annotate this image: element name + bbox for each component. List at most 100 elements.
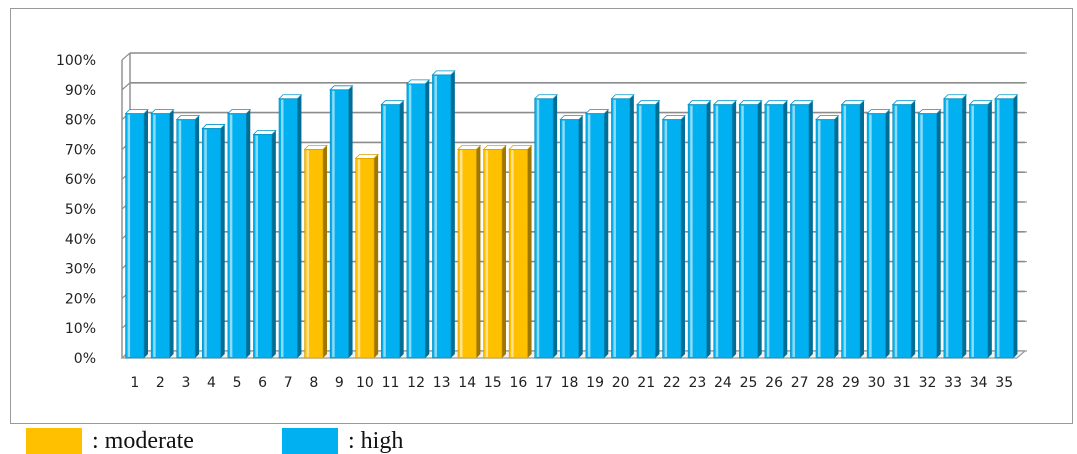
bar-5: [226, 109, 252, 359]
x-tick-label: 12: [407, 375, 425, 391]
bar-top: [636, 100, 661, 106]
bar-front: [764, 104, 784, 359]
bar-top: [201, 124, 226, 129]
bar-22: [661, 115, 686, 359]
bar-front: [508, 149, 528, 359]
gridline-side: [121, 52, 131, 61]
bar-highlight: [357, 159, 361, 357]
legend: : moderate : high: [26, 428, 626, 454]
bar-highlight: [945, 99, 949, 358]
bar-side: [732, 100, 737, 358]
bar-front: [457, 149, 477, 359]
bar-front: [994, 98, 1014, 359]
x-tick-label: 21: [637, 375, 655, 391]
bar-21: [636, 100, 661, 359]
bar-27: [789, 100, 814, 359]
bar-top: [150, 109, 175, 115]
bar-side: [911, 100, 916, 358]
legend-swatch-moderate: [26, 428, 82, 454]
bar-front: [534, 98, 554, 359]
bar-front: [917, 113, 938, 359]
bar-top: [303, 144, 328, 150]
bar-side: [885, 109, 890, 358]
bar-highlight: [306, 150, 310, 357]
bar-highlight: [178, 120, 182, 357]
bar-top: [942, 94, 968, 100]
bar-side: [348, 85, 353, 359]
bars: [124, 70, 1019, 359]
bar-front: [713, 104, 733, 359]
x-tick-label: 31: [893, 375, 911, 391]
bar-top: [789, 100, 814, 106]
bar-front: [406, 83, 426, 359]
bar-highlight: [204, 129, 207, 357]
bar-front: [687, 104, 707, 359]
bar-3: [175, 115, 201, 359]
bar-2: [150, 109, 175, 359]
bar-front: [227, 113, 247, 359]
bar-front: [969, 104, 989, 359]
x-tick-label: 27: [791, 375, 809, 391]
bar-highlight: [766, 105, 770, 357]
bar-front: [611, 98, 631, 359]
bar-side: [374, 154, 379, 358]
bar-side: [143, 109, 148, 358]
x-tick-label: 1: [130, 375, 139, 391]
bar-front: [585, 113, 605, 359]
x-tick-label: 2: [156, 375, 165, 391]
bar-front: [253, 134, 273, 359]
x-tick-label: 17: [535, 375, 553, 391]
x-tick-label: 34: [970, 375, 988, 391]
y-tick-label: 30%: [65, 262, 96, 278]
bar-side: [322, 145, 327, 358]
bar-front: [355, 158, 375, 359]
bar-front: [483, 149, 503, 359]
bar-front: [125, 113, 145, 359]
bar-side: [220, 124, 225, 358]
bar-top: [457, 144, 482, 150]
y-tick-label: 20%: [65, 291, 96, 307]
bar-7: [278, 94, 303, 359]
x-tick-label: 28: [816, 375, 834, 391]
bar-highlight: [792, 105, 795, 357]
bar-top: [661, 115, 686, 120]
bar-top: [712, 100, 738, 106]
bar-front: [738, 104, 759, 359]
bar-front: [841, 104, 861, 359]
bar-top: [891, 100, 917, 106]
bar-25: [738, 100, 763, 359]
bar-15: [482, 144, 507, 359]
bar-front: [176, 119, 196, 359]
bar-side: [476, 145, 481, 358]
bar-front: [559, 119, 580, 359]
bar-highlight: [281, 99, 284, 358]
x-tick-label: 19: [586, 375, 604, 391]
bar-highlight: [997, 99, 1000, 358]
bar-top: [968, 100, 993, 106]
x-tick-label: 20: [612, 375, 630, 391]
legend-label-high: : high: [348, 428, 404, 454]
bar-highlight: [971, 105, 974, 357]
bar-top: [124, 109, 149, 115]
bar-31: [891, 100, 917, 359]
bar-top: [482, 144, 507, 150]
bar-top: [840, 100, 865, 106]
bar-side: [450, 70, 455, 359]
bar-highlight: [639, 105, 642, 357]
bar-28: [815, 115, 840, 359]
bar-side: [629, 94, 634, 359]
x-tick-label: 25: [740, 375, 758, 391]
legend-item-moderate: : moderate: [26, 428, 194, 454]
bar-side: [783, 100, 788, 358]
x-tick-label: 23: [688, 375, 706, 391]
bar-side: [680, 115, 685, 358]
x-tick-label: 6: [258, 375, 267, 391]
bar-side: [553, 94, 558, 359]
bar-highlight: [587, 114, 591, 357]
bar-highlight: [332, 90, 335, 358]
bar-side: [962, 94, 967, 359]
bar-top: [508, 144, 533, 150]
bar-side: [527, 145, 532, 358]
bar-highlight: [690, 105, 693, 357]
